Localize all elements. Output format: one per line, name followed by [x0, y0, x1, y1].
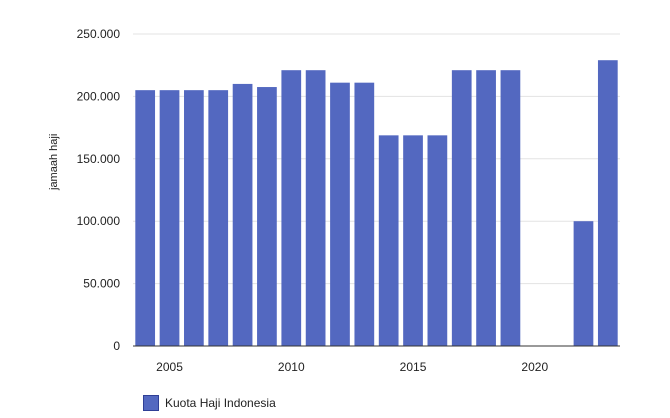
- bar: [257, 87, 277, 346]
- bar: [330, 82, 350, 346]
- y-tick-label: 100.000: [77, 214, 121, 228]
- legend-swatch: [143, 395, 159, 411]
- legend-label: Kuota Haji Indonesia: [165, 396, 276, 410]
- bar: [305, 70, 326, 346]
- x-tick-label: 2020: [521, 360, 548, 374]
- bar: [427, 135, 448, 346]
- bar: [500, 70, 521, 346]
- bar: [232, 83, 253, 347]
- y-tick-label: 150.000: [77, 152, 121, 166]
- bar: [573, 221, 594, 346]
- bar: [378, 135, 399, 346]
- x-tick-label: 2010: [278, 360, 305, 374]
- bar: [354, 82, 375, 346]
- bar: [597, 60, 618, 346]
- bar: [184, 90, 204, 346]
- y-tick-label: 50.000: [83, 277, 120, 291]
- legend: Kuota Haji Indonesia: [143, 394, 276, 412]
- x-tick-label: 2015: [400, 360, 427, 374]
- y-axis-title: jamaah haji: [48, 133, 60, 190]
- bar: [208, 90, 229, 346]
- y-tick-label: 200.000: [77, 89, 121, 103]
- x-tick-label: 2005: [156, 360, 183, 374]
- y-tick-label: 250.000: [77, 27, 121, 41]
- bar: [451, 70, 472, 346]
- bar: [281, 70, 302, 346]
- y-tick-label: 0: [113, 339, 120, 353]
- bar: [476, 70, 496, 346]
- bar: [135, 90, 156, 346]
- bar: [403, 135, 423, 346]
- bar: [159, 90, 180, 346]
